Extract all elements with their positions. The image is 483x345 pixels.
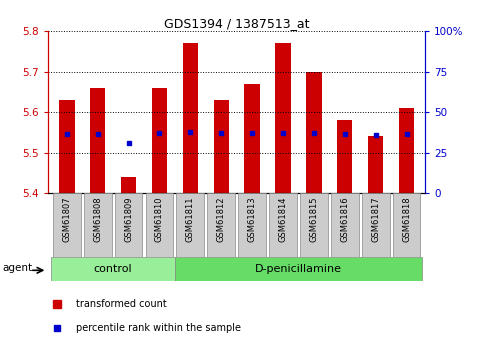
- Text: GSM61813: GSM61813: [248, 196, 256, 242]
- Text: agent: agent: [2, 263, 32, 273]
- Bar: [183, 43, 198, 193]
- Bar: [121, 177, 136, 193]
- FancyBboxPatch shape: [145, 193, 173, 257]
- Text: GSM61818: GSM61818: [402, 196, 411, 242]
- Text: GSM61810: GSM61810: [155, 196, 164, 242]
- Bar: [275, 43, 291, 193]
- Text: GSM61815: GSM61815: [310, 196, 318, 242]
- FancyBboxPatch shape: [176, 193, 204, 257]
- Bar: [399, 108, 414, 193]
- FancyBboxPatch shape: [331, 193, 359, 257]
- Text: D-penicillamine: D-penicillamine: [255, 264, 342, 274]
- Text: GSM61811: GSM61811: [186, 196, 195, 242]
- Bar: [306, 71, 322, 193]
- FancyBboxPatch shape: [238, 193, 266, 257]
- Text: GSM61814: GSM61814: [279, 196, 287, 242]
- FancyBboxPatch shape: [175, 257, 422, 281]
- Text: transformed count: transformed count: [76, 299, 167, 309]
- FancyBboxPatch shape: [207, 193, 235, 257]
- Text: control: control: [94, 264, 132, 274]
- Text: GSM61808: GSM61808: [93, 196, 102, 242]
- Bar: [337, 120, 353, 193]
- FancyBboxPatch shape: [362, 193, 389, 257]
- Bar: [368, 137, 384, 193]
- FancyBboxPatch shape: [269, 193, 297, 257]
- Bar: [213, 100, 229, 193]
- FancyBboxPatch shape: [300, 193, 328, 257]
- Text: GSM61809: GSM61809: [124, 196, 133, 242]
- FancyBboxPatch shape: [51, 257, 175, 281]
- Bar: [90, 88, 105, 193]
- FancyBboxPatch shape: [53, 193, 81, 257]
- FancyBboxPatch shape: [114, 193, 142, 257]
- Text: GSM61812: GSM61812: [217, 196, 226, 242]
- Bar: [152, 88, 167, 193]
- Text: GSM61816: GSM61816: [340, 196, 349, 242]
- FancyBboxPatch shape: [84, 193, 112, 257]
- FancyBboxPatch shape: [393, 193, 420, 257]
- Text: GSM61807: GSM61807: [62, 196, 71, 242]
- Text: GSM61817: GSM61817: [371, 196, 380, 242]
- Bar: [59, 100, 74, 193]
- Title: GDS1394 / 1387513_at: GDS1394 / 1387513_at: [164, 17, 310, 30]
- Text: percentile rank within the sample: percentile rank within the sample: [76, 323, 241, 333]
- Bar: [244, 84, 260, 193]
